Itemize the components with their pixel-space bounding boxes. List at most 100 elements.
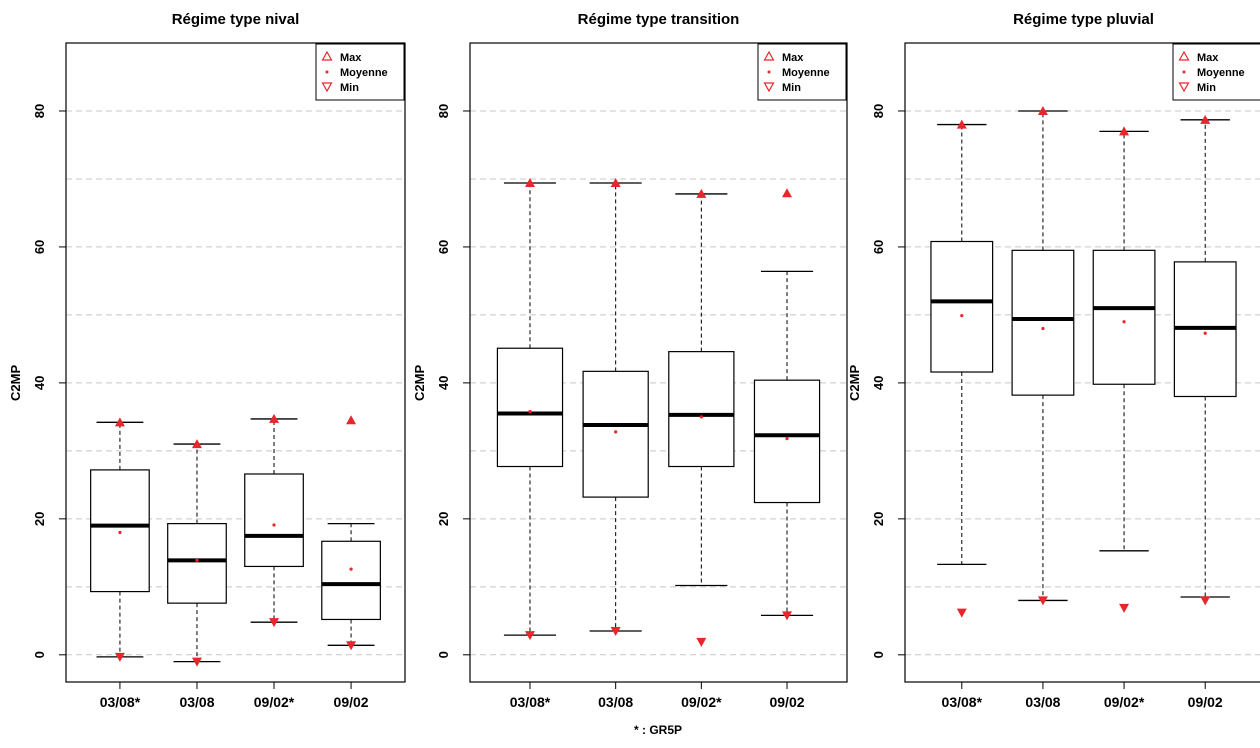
y-tick-label: 40	[871, 376, 886, 390]
box-iqr	[1011, 249, 1075, 396]
y-tick-label: 40	[32, 376, 47, 390]
legend-entry-label: Moyenne	[1197, 67, 1245, 79]
mean-marker	[528, 409, 532, 414]
min-marker	[956, 608, 967, 618]
box-iqr	[668, 351, 735, 468]
panel-title: Régime type pluvial	[1013, 11, 1154, 28]
y-tick-label: 80	[32, 104, 47, 118]
box-3	[668, 188, 735, 647]
x-tick-label: 09/02	[334, 694, 369, 710]
box-iqr	[582, 370, 649, 498]
min-marker	[696, 637, 707, 647]
max-marker	[191, 439, 202, 449]
max-marker	[1200, 114, 1211, 124]
legend-min-icon	[1178, 82, 1190, 93]
box-1	[496, 178, 564, 641]
legend-min-icon	[763, 82, 775, 93]
y-tick-label: 20	[436, 512, 451, 526]
min-marker	[1200, 596, 1211, 606]
y-tick-label: 80	[871, 104, 886, 118]
legend: Max Moyenne Min	[1172, 43, 1260, 101]
mean-marker	[614, 430, 618, 434]
x-tick-label: 09/02	[1188, 694, 1223, 710]
mean-marker	[699, 415, 703, 419]
panel-title: Régime type transition	[578, 11, 740, 28]
x-tick-label: 09/02*	[1104, 694, 1145, 710]
box-3	[244, 413, 304, 628]
max-marker	[610, 178, 621, 188]
x-tick-label: 03/08*	[942, 694, 983, 710]
footnote: * : GR5P	[634, 723, 682, 737]
max-marker	[782, 188, 793, 198]
box-4	[753, 188, 821, 621]
legend-max-icon	[1178, 50, 1190, 61]
legend: Max Moyenne Min	[315, 43, 405, 101]
legend-entry-label: Max	[782, 52, 804, 64]
legend-entry-label: Max	[1197, 52, 1219, 64]
panel-3: Régime type pluvial 0 20 40 60 80 C2MP 03/08* 03…	[847, 11, 1260, 710]
legend-entry-label: Min	[340, 82, 359, 94]
legend-min-icon	[321, 82, 333, 93]
x-tick-label: 03/08	[179, 694, 214, 710]
panel-2: Régime type transition 0 20 40 60 80 C2MP 03/08…	[412, 11, 848, 710]
mean-marker	[785, 437, 789, 441]
box-iqr	[1092, 249, 1156, 385]
legend-box	[315, 43, 405, 101]
box-3	[1092, 126, 1156, 613]
legend-entry-label: Min	[1197, 82, 1216, 94]
x-tick-label: 03/08	[1025, 694, 1060, 710]
min-marker	[269, 618, 280, 628]
legend-entry-label: Min	[782, 82, 801, 94]
box-1	[930, 119, 994, 618]
y-tick-label: 80	[436, 104, 451, 118]
x-tick-label: 03/08*	[100, 694, 141, 710]
x-tick-label: 09/02	[769, 694, 804, 710]
legend-max-icon	[321, 50, 333, 61]
max-marker	[524, 178, 535, 188]
panel-1: Régime type nival 0 20 40 60 80 C2MP 03/08* 03/0…	[8, 11, 406, 710]
y-tick-label: 0	[32, 651, 47, 658]
legend-entry-label: Max	[340, 52, 362, 64]
box-iqr	[930, 240, 994, 373]
plot-frame	[65, 42, 406, 683]
min-marker	[114, 652, 125, 662]
max-marker	[1037, 105, 1048, 115]
legend-entry-label: Moyenne	[340, 67, 388, 79]
legend-box	[1172, 43, 1260, 101]
box-iqr	[753, 379, 821, 504]
mean-marker	[118, 530, 122, 535]
x-tick-label: 03/08	[598, 694, 633, 710]
mean-marker	[1122, 320, 1126, 324]
y-tick-label: 60	[871, 240, 886, 254]
min-marker	[1037, 596, 1048, 606]
min-marker	[191, 657, 202, 667]
legend-max-icon	[763, 50, 775, 61]
y-tick-label: 20	[871, 512, 886, 526]
x-tick-label: 09/02*	[681, 694, 722, 710]
y-tick-label: 0	[436, 651, 451, 658]
y-tick-label: 60	[436, 240, 451, 254]
box-iqr	[321, 540, 381, 621]
y-tick-label: 0	[871, 651, 886, 658]
legend-mean-icon	[767, 70, 771, 74]
legend-entry-label: Moyenne	[782, 67, 830, 79]
min-marker	[610, 627, 621, 637]
mean-marker	[1203, 331, 1207, 335]
min-marker	[524, 631, 535, 641]
box-iqr	[90, 469, 150, 593]
mean-marker	[195, 558, 199, 562]
plot-frame	[469, 42, 848, 683]
max-marker	[114, 417, 125, 427]
y-axis-label: C2MP	[412, 365, 427, 401]
box-2	[582, 178, 649, 637]
max-marker	[1119, 126, 1130, 136]
box-2	[1011, 105, 1075, 606]
box-2	[167, 439, 227, 667]
max-marker	[956, 119, 967, 129]
plot-frame	[904, 42, 1260, 683]
max-marker	[269, 413, 280, 423]
min-marker	[1119, 603, 1130, 613]
y-tick-label: 20	[32, 512, 47, 526]
min-marker	[782, 611, 793, 621]
